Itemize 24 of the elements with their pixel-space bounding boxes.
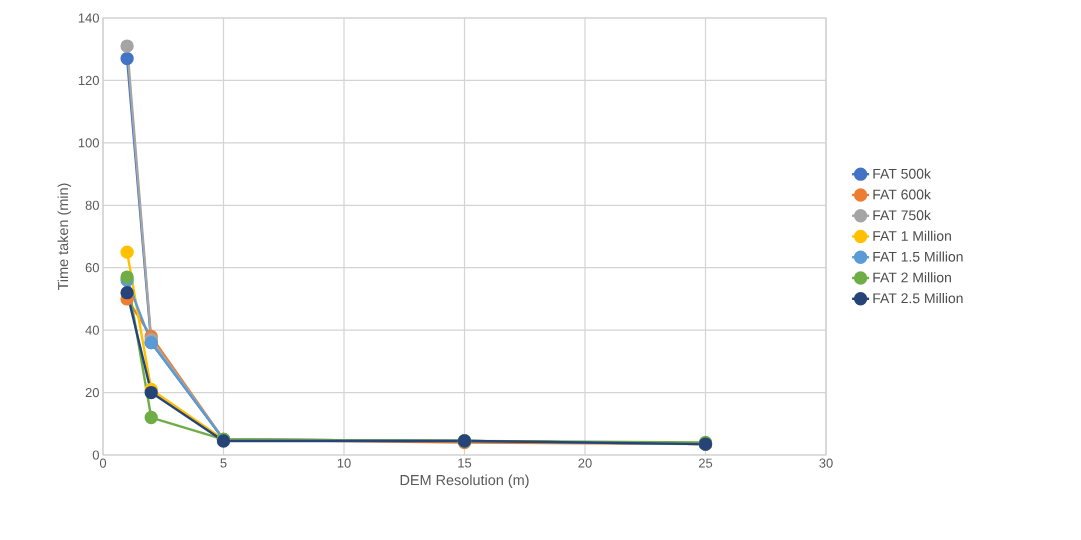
legend-label: FAT 600k (873, 189, 931, 200)
y-tick-label: 140 (78, 13, 99, 23)
x-axis-title: DEM Resolution (m) (400, 474, 529, 488)
x-tick-label: 20 (578, 458, 592, 468)
x-tick-label: 25 (698, 458, 713, 468)
legend-label: FAT 750k (873, 209, 931, 221)
y-tick-label: 120 (78, 75, 99, 86)
y-tick-label: 80 (85, 200, 99, 210)
legend-label: FAT 1.5 Million (873, 251, 963, 262)
y-tick-label: 60 (85, 263, 99, 273)
y-tick-label: 20 (85, 387, 99, 398)
y-tick-label: 100 (78, 138, 99, 148)
x-tick-label: 10 (337, 458, 351, 468)
y-tick-label: 40 (85, 325, 99, 335)
y-axis-title: Time taken (min) (57, 183, 72, 291)
x-tick-label: 0 (99, 458, 107, 468)
legend-label: FAT 2 Million (873, 272, 951, 283)
x-tick-label: 15 (458, 458, 472, 468)
legend-label: FAT 500k (873, 168, 931, 179)
x-tick-label: 30 (819, 458, 833, 468)
y-tick-label: 0 (92, 450, 99, 460)
legend-label: FAT 2.5 Million (873, 292, 963, 304)
x-tick-label: 5 (220, 458, 227, 468)
legend-label: FAT 1 Million (873, 230, 951, 241)
